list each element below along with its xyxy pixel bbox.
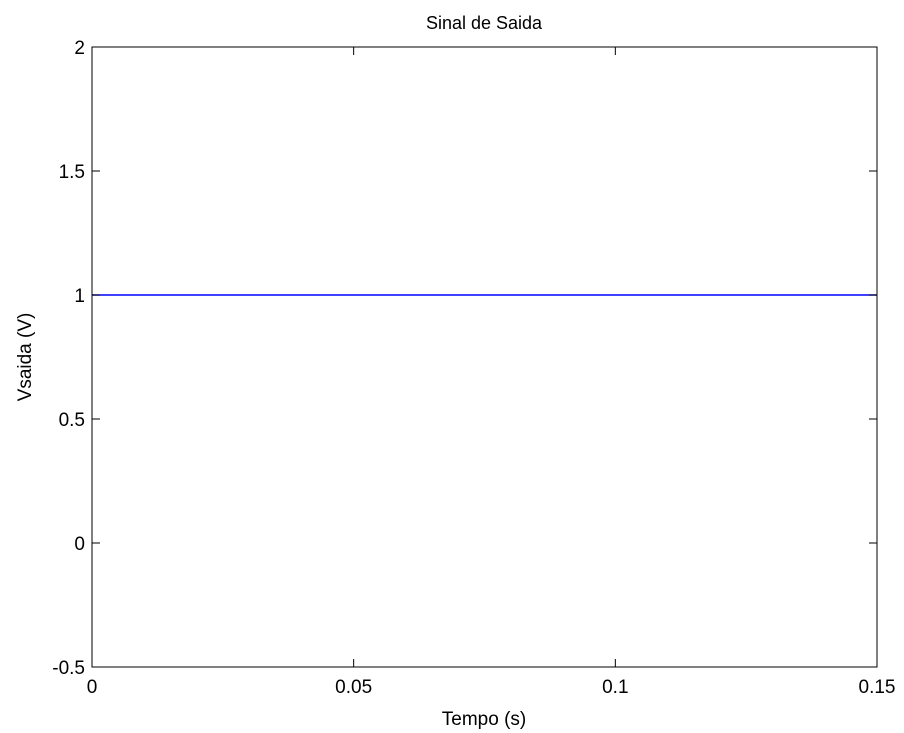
x-tick-label: 0 <box>87 677 98 698</box>
y-tick-label: 0.5 <box>59 410 85 431</box>
y-axis-ticks: -0.5 0 0.5 1 1.5 2 <box>52 38 877 679</box>
y-tick-label: 1 <box>74 286 85 307</box>
y-tick-label: 1.5 <box>59 162 85 183</box>
y-tick-label: -0.5 <box>52 658 85 679</box>
y-axis-label: Vsaida (V) <box>15 313 36 402</box>
x-axis-ticks: 0 0.05 0.1 0.15 <box>87 47 896 698</box>
axes-box <box>91 46 878 668</box>
plot-area <box>91 46 878 668</box>
x-tick-label: 0.15 <box>859 677 896 698</box>
x-tick-label: 0.05 <box>335 677 372 698</box>
y-tick-label: 0 <box>74 534 85 555</box>
x-axis-label: Tempo (s) <box>442 709 526 730</box>
x-tick-label: 0.1 <box>602 677 628 698</box>
y-tick-label: 2 <box>74 38 85 59</box>
chart-title: Sinal de Saida <box>426 13 543 33</box>
plot-background <box>92 47 877 667</box>
